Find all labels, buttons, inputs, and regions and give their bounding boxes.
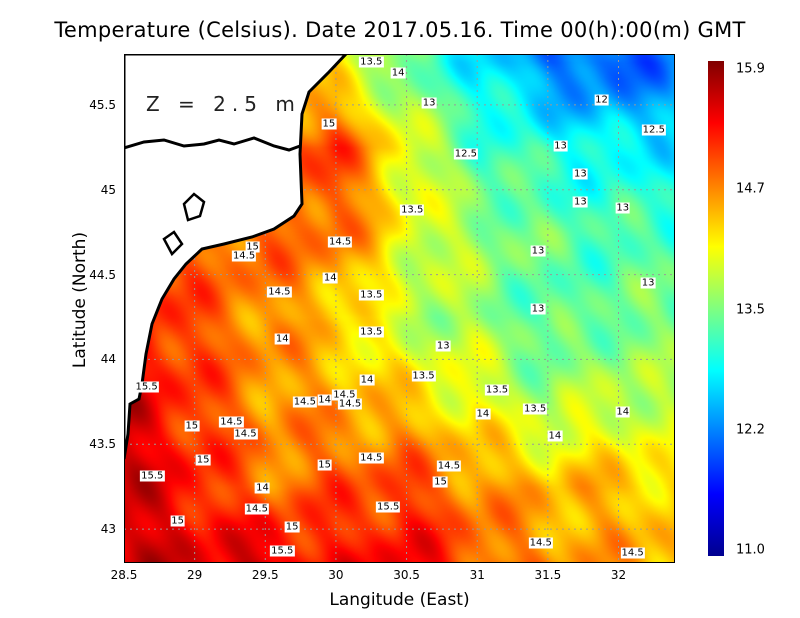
contour-label: 13.5: [400, 204, 425, 216]
colorbar-label: 14.7: [736, 181, 765, 197]
colorbar-label: 11.0: [736, 542, 765, 558]
contour-label: 14.5: [332, 389, 357, 401]
map-overlay: [124, 54, 675, 563]
contour-label: 13: [530, 303, 546, 314]
contour-label: 13: [615, 202, 631, 214]
contour-label: 12: [594, 94, 609, 106]
contour-label: 15.5: [134, 381, 159, 393]
contour-label: 12.5: [453, 148, 479, 160]
contour-label: 12.5: [641, 124, 666, 136]
contour-label: 14.5: [292, 396, 317, 408]
y-tick-label: 45: [100, 182, 116, 197]
x-tick-label: 32: [610, 568, 627, 582]
chart-title: Temperature (Celsius). Date 2017.05.16. …: [54, 18, 746, 42]
contour-label: 13: [421, 97, 437, 109]
colorbar-label: 13.5: [736, 302, 765, 317]
colorbar-label: 15.9: [736, 61, 765, 77]
y-tick-label: 45.5: [89, 97, 116, 112]
contour-label: 15: [245, 241, 260, 253]
contour-label: 15.5: [140, 470, 165, 482]
y-tick-label: 44: [100, 352, 116, 367]
contour-label: 15: [184, 420, 200, 432]
x-tick-label: 31.5: [534, 568, 562, 582]
contour-label: 15: [321, 118, 337, 130]
contour-label: 14: [475, 408, 491, 420]
contour-label: 13: [530, 245, 546, 257]
contour-label: 14.5: [528, 537, 553, 549]
y-tick-label: 43.5: [89, 437, 116, 452]
contour-label: 13.5: [359, 326, 384, 338]
colorbar: [708, 61, 724, 556]
y-axis-label: Latitude (North): [70, 231, 90, 369]
contour-label: 13.5: [359, 56, 384, 68]
depth-annotation: Z = 2.5 m: [146, 92, 301, 116]
contour-label: 15.5: [270, 545, 295, 557]
contour-label: 14.5: [620, 547, 645, 559]
contour-label: 14: [390, 67, 406, 79]
contour-label: 14.5: [267, 286, 292, 298]
contour-label: 13: [572, 168, 588, 180]
contour-label: 14: [359, 374, 375, 386]
contour-label: 14.5: [231, 250, 257, 262]
contour-label: 14: [317, 394, 332, 406]
contour-label: 14.5: [436, 460, 462, 472]
x-tick-label: 31: [469, 568, 485, 582]
x-axis-label: Langitude (East): [329, 590, 470, 610]
colorbar-label: 12.2: [736, 422, 765, 438]
contour-label: 14: [615, 406, 631, 418]
contour-label: 13.5: [411, 370, 436, 382]
contour-label: 14: [322, 272, 338, 284]
contour-label: 15: [317, 459, 332, 471]
contour-label: 14: [274, 333, 290, 345]
contour-label: 14.5: [233, 428, 258, 440]
contour-label: 15: [170, 515, 186, 527]
plot-frame: [124, 54, 675, 563]
x-tick-label: 28.5: [110, 568, 138, 582]
contour-label: 13: [640, 277, 656, 289]
x-tick-label: 30: [328, 568, 344, 582]
y-tick-label: 43: [100, 522, 116, 537]
border-line: [124, 136, 301, 152]
contour-label: 15.5: [376, 501, 401, 513]
contour-label: 13.5: [522, 403, 548, 415]
contour-label: 13: [572, 196, 588, 208]
contour-label: 13: [553, 140, 568, 152]
contour-label: 14.5: [244, 503, 269, 515]
contour-label: 13.5: [359, 289, 384, 301]
x-tick-label: 29: [187, 568, 203, 582]
contour-label: 14.5: [337, 398, 363, 409]
x-tick-label: 30.5: [393, 568, 420, 582]
plot-area: 13.5 14 13 12 12.5 15 12.5 13 13 13 13 13.5 14.5 15 14…: [124, 54, 675, 563]
contour-label: 15: [433, 476, 448, 488]
contour-label: 14: [255, 482, 270, 494]
contour-label: 14: [547, 430, 563, 442]
contour-label: 13.5: [484, 384, 510, 396]
contour-label: 14.5: [328, 236, 353, 248]
x-tick-label: 29.5: [251, 568, 279, 582]
contour-label: 15: [195, 454, 211, 465]
contour-label: 14.5: [359, 452, 384, 464]
land-mass: [124, 54, 349, 460]
contour-label: 14.5: [219, 416, 244, 428]
y-tick-label: 44.5: [89, 267, 116, 282]
contour-label: 15: [284, 521, 300, 533]
coast-islands: [162, 192, 206, 257]
contour-label: 13: [435, 340, 451, 352]
